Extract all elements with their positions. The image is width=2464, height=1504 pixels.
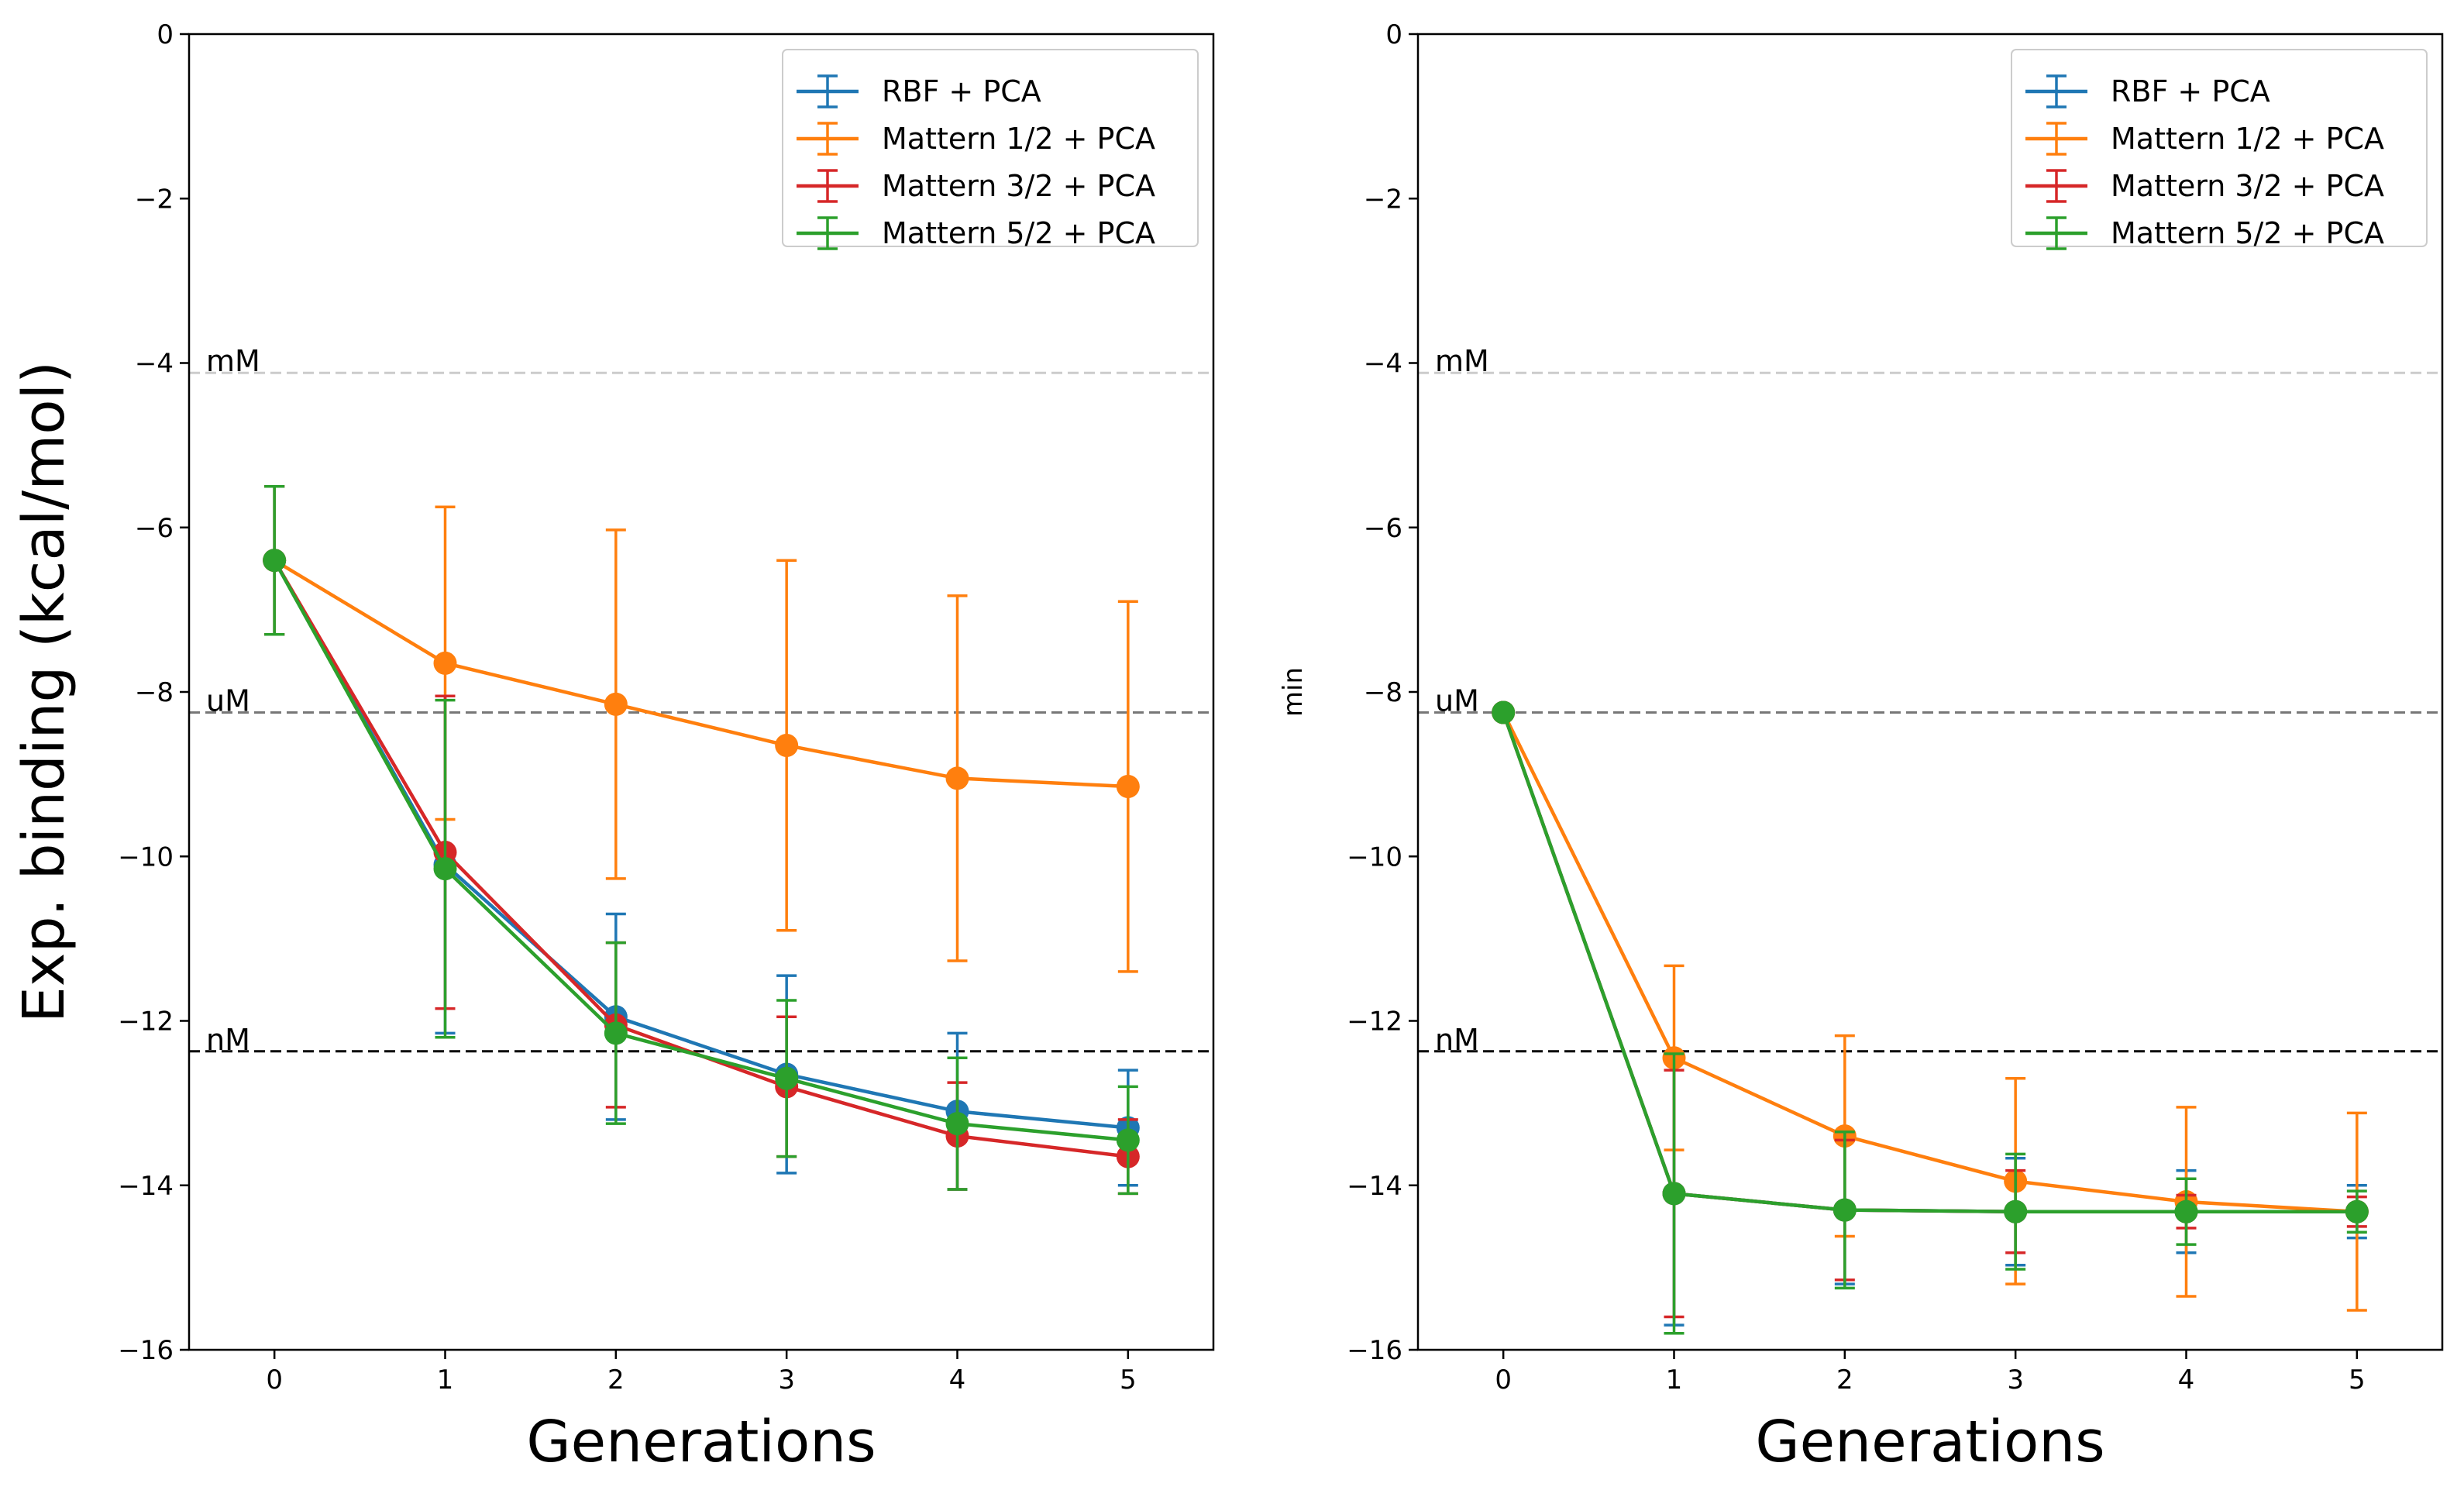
y-tick-label: −8 xyxy=(1364,677,1402,708)
y-tick-label: −14 xyxy=(1347,1171,1402,1202)
legend-entry-mattern-1-2: Mattern 1/2 + PCA xyxy=(797,122,1155,156)
data-point xyxy=(1833,1198,1857,1222)
legend-label: RBF + PCA xyxy=(882,74,1041,108)
x-axis-title: Generations xyxy=(1755,1409,2104,1475)
legend-entry-mattern-5-2: Mattern 5/2 + PCA xyxy=(2025,216,2384,250)
data-point xyxy=(1492,700,1516,724)
y-tick-label: −16 xyxy=(1347,1335,1402,1366)
data-point xyxy=(433,651,457,675)
reference-labels: mM uM nM xyxy=(1435,344,1489,1057)
x-tick-label: 5 xyxy=(2349,1365,2366,1396)
data-point xyxy=(2004,1199,2028,1224)
series-mattern-5-2-pca xyxy=(1492,700,2369,1335)
reference-lines xyxy=(1418,371,2442,1053)
legend-entry-mattern-1-2: Mattern 1/2 + PCA xyxy=(2025,122,2384,156)
series-line xyxy=(274,559,1128,789)
y-tick-label: −10 xyxy=(118,841,174,872)
left-panel: mM uM nM 0 −2 −4 −6 −8 −10 −12 −14 −16 0… xyxy=(11,19,1215,1475)
data-point xyxy=(263,549,287,573)
legend-label: Mattern 3/2 + PCA xyxy=(882,169,1155,203)
x-tick-label: 1 xyxy=(437,1365,454,1396)
y-axis-ticks: 0 −2 −4 −6 −8 −10 −12 −14 −16 xyxy=(1347,19,1418,1366)
x-tick-label: 1 xyxy=(1666,1365,1683,1396)
y-tick-label: −6 xyxy=(1364,513,1402,544)
ref-label-um: uM xyxy=(1435,684,1479,718)
ref-label-nm: nM xyxy=(206,1023,250,1057)
data-point xyxy=(2174,1199,2198,1224)
data-point xyxy=(1116,1128,1140,1152)
y-tick-label: −4 xyxy=(1364,349,1402,380)
legend-entry-mattern-3-2: Mattern 3/2 + PCA xyxy=(797,169,1155,203)
plot-area xyxy=(263,484,1140,1196)
x-tick-label: 5 xyxy=(1120,1365,1137,1396)
data-point xyxy=(2345,1199,2369,1224)
legend-label: Mattern 3/2 + PCA xyxy=(2111,169,2384,203)
data-point xyxy=(945,766,969,790)
data-point xyxy=(604,692,628,716)
series-line xyxy=(1502,711,2357,1213)
data-point xyxy=(1116,775,1140,799)
x-axis-title: Generations xyxy=(526,1409,876,1475)
legend-entry-mattern-5-2: Mattern 5/2 + PCA xyxy=(797,216,1155,250)
x-tick-label: 4 xyxy=(2178,1365,2195,1396)
y-tick-label: 0 xyxy=(157,19,174,50)
data-point xyxy=(945,1112,969,1136)
ref-label-um: uM xyxy=(206,684,250,718)
legend: RBF + PCA Mattern 1/2 + PCA Mattern 3/2 … xyxy=(2011,49,2428,250)
x-axis-ticks: 0 1 2 3 4 5 xyxy=(1495,1350,2366,1396)
reference-labels: mM uM nM xyxy=(206,344,260,1057)
legend-label: Mattern 1/2 + PCA xyxy=(2111,122,2384,156)
y-tick-label: −2 xyxy=(1364,184,1402,215)
legend-box xyxy=(2011,49,2428,247)
y-tick-label: −4 xyxy=(135,349,174,380)
legend-box xyxy=(782,49,1199,247)
y-tick-label: −6 xyxy=(135,513,174,544)
legend-entry-rbf: RBF + PCA xyxy=(797,74,1041,108)
legend-label: Mattern 1/2 + PCA xyxy=(882,122,1155,156)
series-mattern-5-2-pca xyxy=(263,484,1140,1196)
ref-label-nm: nM xyxy=(1435,1023,1479,1057)
legend-entry-mattern-3-2: Mattern 3/2 + PCA xyxy=(2025,169,2384,203)
series-line xyxy=(273,559,1129,1142)
y-tick-label: −12 xyxy=(1347,1007,1402,1038)
x-tick-label: 0 xyxy=(1495,1365,1512,1396)
y-tick-label: −8 xyxy=(135,677,174,708)
y-axis-title: min xyxy=(1278,667,1309,717)
y-tick-label: −10 xyxy=(1347,841,1402,872)
data-point xyxy=(775,733,799,757)
x-tick-label: 2 xyxy=(1836,1365,1853,1396)
right-panel: mM uM nM 0 −2 −4 −6 −8 −10 −12 −14 −16 0… xyxy=(1278,19,2444,1475)
data-point xyxy=(604,1021,628,1045)
data-point xyxy=(775,1066,799,1090)
data-point xyxy=(1662,1182,1686,1206)
y-tick-label: −2 xyxy=(135,184,174,215)
y-tick-label: −14 xyxy=(118,1171,174,1202)
y-tick-label: −16 xyxy=(118,1335,174,1366)
y-tick-label: 0 xyxy=(1385,19,1402,50)
ref-label-mm: mM xyxy=(206,344,260,378)
y-axis-title: Exp. binding (kcal/mol) xyxy=(11,361,77,1023)
plot-area xyxy=(1492,700,2369,1335)
x-tick-label: 0 xyxy=(266,1365,283,1396)
x-tick-label: 3 xyxy=(2007,1365,2024,1396)
series-line xyxy=(1502,711,2357,1213)
x-tick-label: 3 xyxy=(778,1365,795,1396)
data-point xyxy=(433,857,457,881)
x-axis-ticks: 0 1 2 3 4 5 xyxy=(266,1350,1137,1396)
x-tick-label: 2 xyxy=(607,1365,625,1396)
y-axis-ticks: 0 −2 −4 −6 −8 −10 −12 −14 −16 xyxy=(118,19,189,1366)
legend: RBF + PCA Mattern 1/2 + PCA Mattern 3/2 … xyxy=(782,49,1199,250)
legend-label: Mattern 5/2 + PCA xyxy=(882,216,1155,250)
legend-entry-rbf: RBF + PCA xyxy=(2025,74,2270,108)
y-tick-label: −12 xyxy=(118,1007,174,1038)
legend-label: Mattern 5/2 + PCA xyxy=(2111,216,2384,250)
ref-label-mm: mM xyxy=(1435,344,1489,378)
legend-label: RBF + PCA xyxy=(2111,74,2270,108)
x-tick-label: 4 xyxy=(949,1365,966,1396)
